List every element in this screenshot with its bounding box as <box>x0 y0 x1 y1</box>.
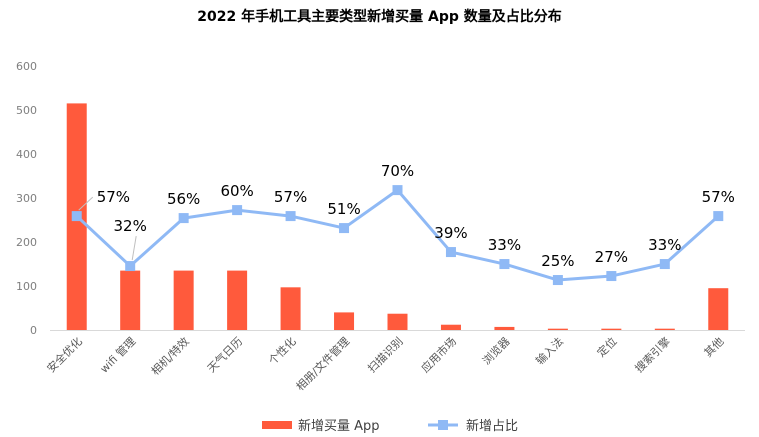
y-tick-label: 600 <box>16 60 37 73</box>
y-tick-label: 400 <box>16 148 37 161</box>
line-marker <box>285 211 296 222</box>
bar <box>173 270 194 330</box>
bar <box>120 270 141 330</box>
x-tick-label: 应用市场 <box>418 334 459 375</box>
x-tick-label: 安全优化 <box>44 334 85 375</box>
data-label: 57% <box>97 188 130 206</box>
data-label: 57% <box>274 188 307 206</box>
data-label: 57% <box>702 188 735 206</box>
legend-swatch-marker <box>438 420 448 430</box>
line-marker <box>552 275 563 286</box>
line-marker <box>445 247 456 258</box>
y-tick-label: 500 <box>16 104 37 117</box>
data-label: 27% <box>595 248 628 266</box>
bar <box>387 313 408 330</box>
data-label: 33% <box>488 236 521 254</box>
line-marker <box>499 259 510 270</box>
data-label: 32% <box>114 217 147 235</box>
line-marker <box>392 185 403 196</box>
x-tick-label: 相机/特效 <box>148 334 192 378</box>
y-tick-label: 300 <box>16 192 37 205</box>
x-tick-label: 个性化 <box>265 334 298 367</box>
x-tick-label: wifi 管理 <box>97 334 138 375</box>
bar <box>280 287 301 330</box>
legend-label: 新增占比 <box>466 418 518 434</box>
line-marker <box>232 205 243 216</box>
x-tick-label: 定位 <box>594 334 619 359</box>
line-marker <box>125 261 136 272</box>
line-marker <box>178 213 189 224</box>
bar <box>547 328 568 330</box>
line-marker <box>606 271 617 282</box>
bar <box>440 324 461 330</box>
data-label: 56% <box>167 190 200 208</box>
x-tick-label: 输入法 <box>533 334 566 367</box>
line-marker <box>339 223 350 234</box>
bar <box>654 328 675 330</box>
line-marker <box>713 211 724 222</box>
data-label: 70% <box>381 162 414 180</box>
data-label: 39% <box>434 224 467 242</box>
line-marker <box>659 259 670 270</box>
y-tick-label: 0 <box>30 324 37 337</box>
y-tick-label: 100 <box>16 280 37 293</box>
data-label: 51% <box>327 200 360 218</box>
x-tick-label: 扫描识别 <box>365 334 406 375</box>
label-leader-line <box>78 196 94 211</box>
legend-swatch-bar <box>262 421 292 429</box>
bar <box>708 288 729 330</box>
x-tick-label: 搜索引擎 <box>632 334 673 375</box>
x-tick-label: 浏览器 <box>479 334 512 367</box>
x-tick-label: 其他 <box>702 335 727 360</box>
bar <box>601 328 622 330</box>
x-tick-label: 相册/文件管理 <box>293 334 352 393</box>
bar <box>227 270 248 330</box>
data-label: 25% <box>541 252 574 270</box>
legend-label: 新增买量 App <box>298 418 380 434</box>
bar <box>334 312 355 330</box>
label-leader-line <box>131 235 137 261</box>
x-tick-label: 天气日历 <box>204 334 245 375</box>
y-tick-label: 200 <box>16 236 37 249</box>
line-marker <box>71 211 82 222</box>
data-label: 33% <box>648 236 681 254</box>
bar <box>494 326 515 330</box>
data-label: 60% <box>220 182 253 200</box>
chart-title: 2022 年手机工具主要类型新增买量 App 数量及占比分布 <box>197 9 562 25</box>
